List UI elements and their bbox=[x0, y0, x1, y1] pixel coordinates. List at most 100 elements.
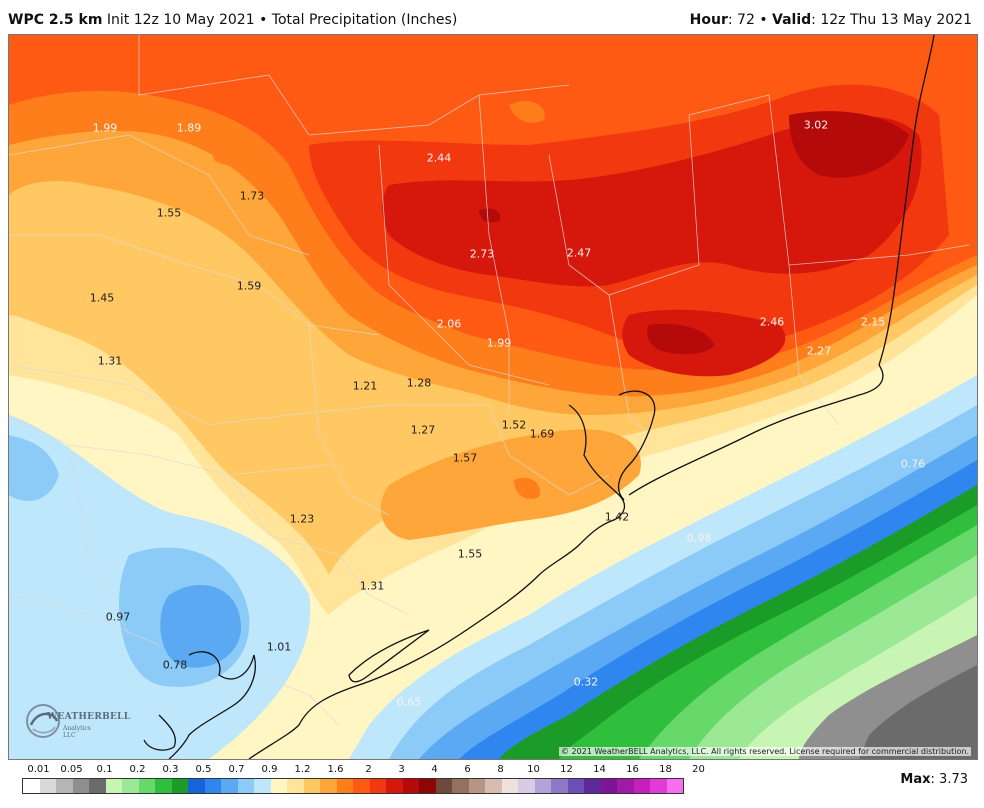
contour-label: 1.99 bbox=[92, 121, 118, 135]
colorbar-swatch bbox=[188, 779, 205, 793]
max-number: : 3.73 bbox=[930, 772, 968, 787]
contour-label: 2.27 bbox=[806, 344, 832, 358]
colorbar-swatch bbox=[534, 779, 551, 793]
colorbar-swatch bbox=[584, 779, 601, 793]
separator: • bbox=[259, 12, 268, 28]
map-canvas bbox=[9, 35, 977, 759]
colorbar-tick: 1.2 bbox=[294, 764, 311, 775]
contour-label: 2.46 bbox=[759, 315, 785, 329]
colorbar-swatch bbox=[270, 779, 287, 793]
colorbar-swatch bbox=[650, 779, 667, 793]
colorbar-tick: 0.1 bbox=[96, 764, 113, 775]
contour-label: 2.44 bbox=[426, 151, 452, 165]
max-label: Max bbox=[900, 772, 931, 787]
colorbar-swatch bbox=[89, 779, 106, 793]
colorbar-tick: 6 bbox=[464, 764, 471, 775]
colorbar-tick: 4 bbox=[431, 764, 438, 775]
precipitation-colorbar bbox=[22, 778, 684, 794]
weatherbell-logo: WEATHERBELL Analytics LLC bbox=[23, 701, 130, 741]
colorbar-swatch bbox=[320, 779, 337, 793]
colorbar-swatch bbox=[336, 779, 353, 793]
contour-label: 0.97 bbox=[105, 610, 131, 624]
header: WPC 2.5 km Init 12z 10 May 2021 • Total … bbox=[0, 0, 984, 34]
max-value: Max: 3.73 bbox=[900, 772, 968, 787]
contour-label: 1.45 bbox=[89, 291, 115, 305]
colorbar-tick: 3 bbox=[398, 764, 405, 775]
logo-swirl-icon bbox=[26, 704, 60, 738]
colorbar-tick: 1.6 bbox=[327, 764, 344, 775]
colorbar-swatch bbox=[485, 779, 502, 793]
field-name: Total Precipitation (Inches) bbox=[271, 12, 458, 28]
precipitation-map[interactable]: 1.99 1.89 2.44 3.02 1.73 1.55 2.73 2.47 1.59 1.45… bbox=[8, 34, 978, 760]
hour-label: Hour bbox=[689, 12, 728, 28]
copyright-notice: © 2021 WeatherBELL Analytics, LLC. All r… bbox=[559, 747, 971, 756]
colorbar-swatch bbox=[600, 779, 617, 793]
colorbar-tick: 10 bbox=[527, 764, 540, 775]
contour-label: 1.55 bbox=[156, 206, 182, 220]
contour-label: 0.65 bbox=[396, 695, 422, 709]
colorbar-swatch bbox=[567, 779, 584, 793]
colorbar-swatch bbox=[452, 779, 469, 793]
colorbar-swatch bbox=[617, 779, 634, 793]
contour-label: 1.55 bbox=[457, 547, 483, 561]
colorbar-tick: 0.3 bbox=[162, 764, 179, 775]
contour-label: 2.47 bbox=[566, 246, 592, 260]
header-valid: Hour: 72 • Valid: 12z Thu 13 May 2021 bbox=[690, 12, 972, 28]
colorbar-tick: 0.2 bbox=[129, 764, 146, 775]
contour-label: 1.01 bbox=[266, 640, 292, 654]
colorbar-swatch bbox=[518, 779, 535, 793]
colorbar-swatch bbox=[254, 779, 271, 793]
colorbar-swatch bbox=[56, 779, 73, 793]
colorbar-swatch bbox=[138, 779, 155, 793]
colorbar-swatch bbox=[353, 779, 370, 793]
colorbar-swatch bbox=[386, 779, 403, 793]
logo-subtext: Analytics LLC bbox=[63, 725, 91, 739]
contour-label: 2.15 bbox=[860, 315, 886, 329]
contour-label: 1.59 bbox=[236, 279, 262, 293]
colorbar-tick: 8 bbox=[497, 764, 504, 775]
contour-label: 1.21 bbox=[352, 379, 378, 393]
contour-label: 1.57 bbox=[452, 451, 478, 465]
valid-value: : 12z Thu 13 May 2021 bbox=[811, 12, 972, 28]
colorbar-swatch bbox=[468, 779, 485, 793]
contour-label: 0.32 bbox=[573, 675, 599, 689]
colorbar-tick: 14 bbox=[593, 764, 606, 775]
colorbar-tick: 0.05 bbox=[60, 764, 83, 775]
header-title: WPC 2.5 km Init 12z 10 May 2021 • Total … bbox=[8, 12, 457, 28]
colorbar-swatch bbox=[39, 779, 56, 793]
colorbar-swatch bbox=[237, 779, 254, 793]
colorbar-swatch bbox=[287, 779, 304, 793]
colorbar-swatch bbox=[105, 779, 122, 793]
colorbar-tick: 12 bbox=[560, 764, 573, 775]
colorbar-swatch bbox=[501, 779, 518, 793]
colorbar-swatch bbox=[666, 779, 683, 793]
colorbar-swatch bbox=[435, 779, 452, 793]
colorbar-swatch bbox=[171, 779, 188, 793]
contour-label: 1.42 bbox=[604, 510, 630, 524]
logo-text: WEATHERBELL bbox=[47, 712, 131, 722]
colorbar-tick: 0.5 bbox=[195, 764, 212, 775]
colorbar-swatch bbox=[72, 779, 89, 793]
contour-label: 1.89 bbox=[176, 121, 202, 135]
colorbar-swatch bbox=[303, 779, 320, 793]
colorbar-tick: 2 bbox=[365, 764, 372, 775]
contour-label: 1.28 bbox=[406, 376, 432, 390]
colorbar-swatch bbox=[419, 779, 436, 793]
colorbar-swatch bbox=[221, 779, 238, 793]
contour-label: 1.23 bbox=[289, 512, 315, 526]
contour-label: 1.73 bbox=[239, 189, 265, 203]
contour-label: 1.31 bbox=[359, 579, 385, 593]
colorbar-swatch bbox=[369, 779, 386, 793]
colorbar-tick: 0.01 bbox=[27, 764, 50, 775]
separator-2: • bbox=[759, 12, 768, 28]
contour-label: 0.76 bbox=[900, 457, 926, 471]
contour-label: 1.31 bbox=[97, 354, 123, 368]
colorbar-swatch bbox=[155, 779, 172, 793]
contour-label: 1.52 bbox=[501, 418, 527, 432]
contour-label: 0.78 bbox=[162, 658, 188, 672]
contour-label: 3.02 bbox=[803, 118, 829, 132]
colorbar-tick: 0.7 bbox=[228, 764, 245, 775]
valid-label: Valid bbox=[772, 12, 812, 28]
model-name: WPC 2.5 km bbox=[8, 12, 103, 28]
colorbar-swatch bbox=[551, 779, 568, 793]
